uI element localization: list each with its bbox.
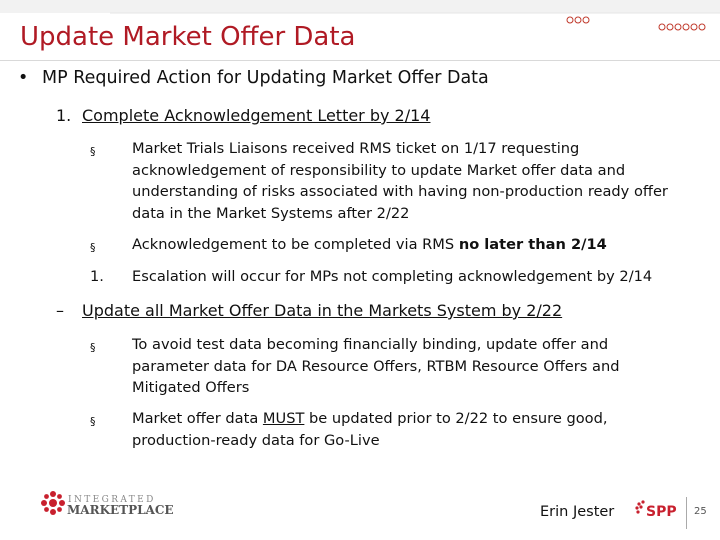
list-item-text: Market Trials Liaisons received RMS tick… xyxy=(132,138,677,224)
list-item-line: To avoid test data becoming financially … xyxy=(132,336,609,353)
list-item: § Market Trials Liaisons received RMS ti… xyxy=(90,138,670,226)
integrated-marketplace-logo-icon: INTEGRATED MARKETPLACE xyxy=(41,491,174,517)
main-bullet: • MP Required Action for Updating Market … xyxy=(18,68,489,88)
section-1-title: Complete Acknowledgement Letter by 2/14 xyxy=(82,106,431,125)
list-item-line: production-ready data for Go-Live xyxy=(132,431,380,449)
list-item-line: Mitigated Offers xyxy=(132,379,250,396)
list-item-line: Market Trials Liaisons received RMS tick… xyxy=(132,140,580,157)
list-item-text: Market offer data MUST be updated prior … xyxy=(132,408,677,451)
list-item: § To avoid test data becoming financiall… xyxy=(90,334,670,400)
main-bullet-text: MP Required Action for Updating Market O… xyxy=(42,68,489,88)
logo-word-marketplace: MARKETPLACE xyxy=(67,503,174,517)
list-item-text-plain: be updated prior to 2/22 to ensure good, xyxy=(304,410,608,427)
section-1-heading: 1. Complete Acknowledgement Letter by 2/1… xyxy=(56,106,430,125)
presenter-name: Erin Jester xyxy=(540,504,615,520)
list-item-line: Market offer data MUST be updated prior … xyxy=(132,408,677,430)
list-item-text: Acknowledgement to be completed via RMS … xyxy=(132,234,677,256)
list-number: 1. xyxy=(90,268,104,285)
list-item-line: understanding of risks associated with h… xyxy=(132,183,668,200)
spp-logo-text: SPP xyxy=(646,504,677,520)
spp-logo-icon: SPP xyxy=(635,500,677,520)
list-item-line: data in the Market Systems after 2/22 xyxy=(132,204,410,222)
list-item: § Acknowledgement to be completed via RM… xyxy=(90,234,670,256)
section-2-marker: – xyxy=(56,301,64,320)
list-item-text: Escalation will occur for MPs not comple… xyxy=(132,268,653,285)
list-item-text-bold: no later than 2/14 xyxy=(458,236,607,253)
section-1-marker: 1. xyxy=(56,106,72,125)
square-bullet-icon: § xyxy=(90,241,96,254)
list-item-line: acknowledgement of responsibility to upd… xyxy=(132,161,626,179)
list-item-text-plain: Market offer data xyxy=(132,410,263,427)
square-bullet-icon: § xyxy=(90,341,96,354)
section-2-title: Update all Market Offer Data in the Mark… xyxy=(82,301,563,320)
footer-divider xyxy=(686,497,687,529)
bullet-icon: • xyxy=(18,68,29,88)
logo-word-integrated: INTEGRATED xyxy=(68,495,156,505)
list-item: § Market offer data MUST be updated prio… xyxy=(90,408,670,452)
square-bullet-icon: § xyxy=(90,415,96,428)
list-item-text-underlined: MUST xyxy=(262,410,305,427)
top-decoration-icon xyxy=(0,0,720,31)
page-number: 25 xyxy=(694,506,707,517)
square-bullet-icon: § xyxy=(90,145,96,158)
list-item-text-plain: Acknowledgement to be completed via RMS xyxy=(132,236,459,253)
list-item-text: To avoid test data becoming financially … xyxy=(132,334,677,399)
list-item: 1. Escalation will occur for MPs not com… xyxy=(90,266,670,288)
list-item-line: parameter data for DA Resource Offers, R… xyxy=(132,357,620,375)
slide-title: Update Market Offer Data xyxy=(20,22,356,52)
title-divider xyxy=(0,60,720,61)
section-2-heading: – Update all Market Offer Data in the Mar… xyxy=(56,301,562,320)
